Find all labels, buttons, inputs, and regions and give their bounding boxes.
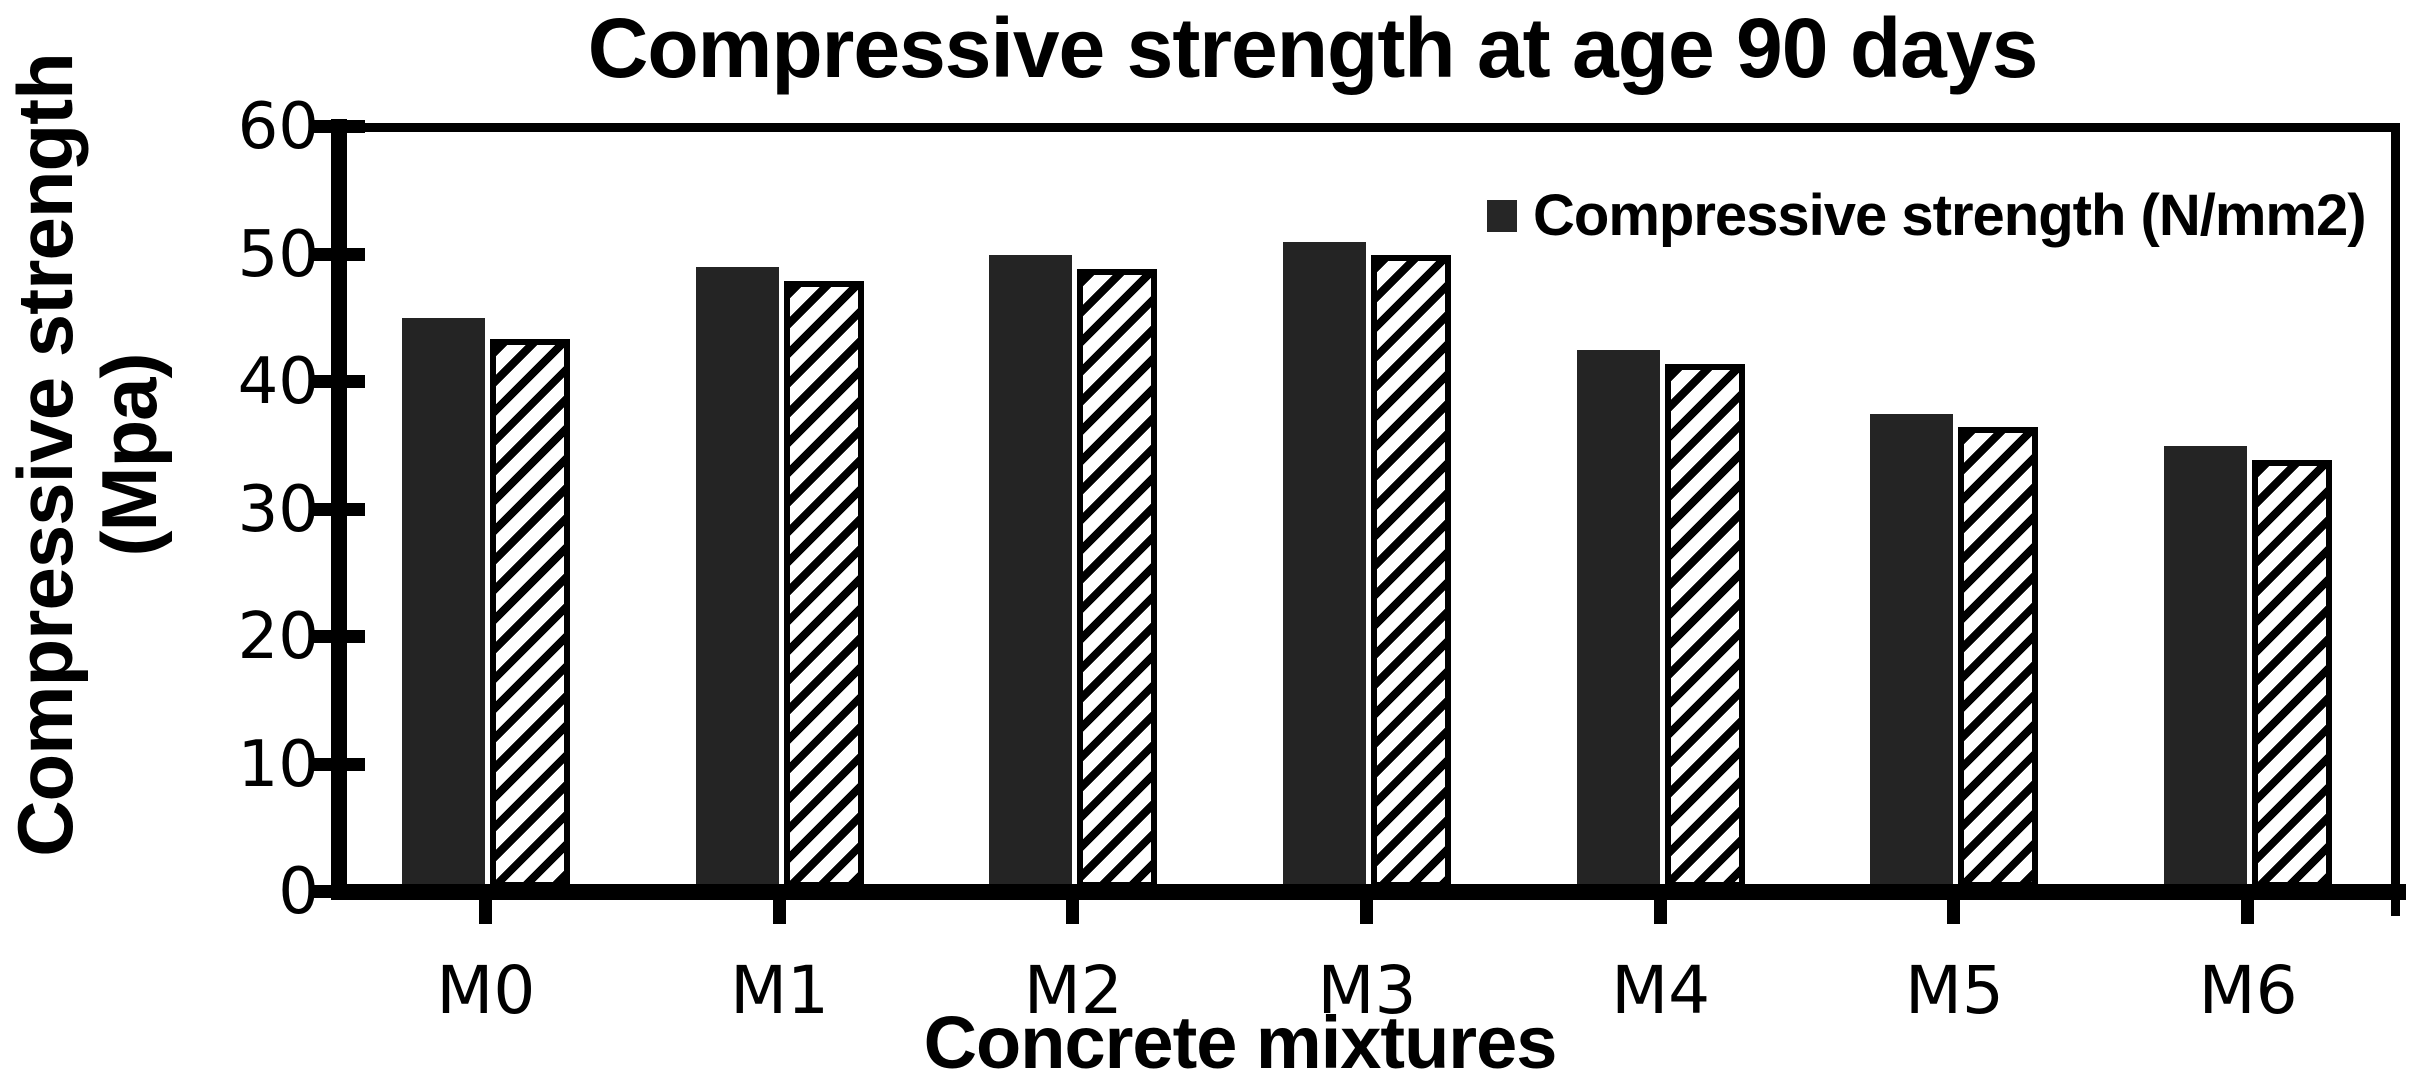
y-tick-label-20: 20 bbox=[237, 600, 319, 674]
bar-m2-hatched bbox=[1077, 268, 1158, 888]
x-axis-line bbox=[331, 884, 2406, 900]
bar-m1-solid bbox=[695, 267, 779, 889]
y-tick-label-60: 60 bbox=[237, 90, 319, 164]
bar-m4-solid bbox=[1576, 350, 1660, 888]
y-tick-label-0: 0 bbox=[278, 855, 319, 929]
bar-m6-solid bbox=[2164, 445, 2248, 889]
x-tick-label-m0: M0 bbox=[436, 952, 536, 1029]
bar-m3-solid bbox=[1283, 241, 1366, 889]
bar-m4-hatched bbox=[1664, 364, 1745, 888]
bar-m1-hatched bbox=[783, 281, 864, 888]
x-tick-label-m1: M1 bbox=[730, 952, 830, 1029]
y-tick-label-10: 10 bbox=[237, 727, 319, 802]
legend-marker-swatch bbox=[1487, 199, 1517, 232]
bar-m5-hatched bbox=[1958, 426, 2039, 888]
x-tick-label-m5: M5 bbox=[1904, 952, 2004, 1029]
chart-title: Compressive strength at age 90 days bbox=[587, 1, 2039, 95]
y-tick-label-30: 30 bbox=[237, 472, 319, 547]
bar-m0-solid bbox=[401, 318, 485, 889]
x-tick-label-m3: M3 bbox=[1317, 952, 1417, 1029]
bar-m3-hatched bbox=[1371, 254, 1451, 888]
plot-top-border bbox=[339, 122, 2400, 132]
x-tick-label-m6: M6 bbox=[2198, 952, 2298, 1029]
plot-right-border bbox=[2390, 122, 2400, 916]
x-tick-label-m4: M4 bbox=[1611, 952, 1711, 1029]
bar-m5-solid bbox=[1870, 413, 1954, 888]
legend: Compressive strength (N/mm2) bbox=[1487, 182, 2367, 249]
y-tick-label-40: 40 bbox=[237, 345, 319, 419]
bar-m2-solid bbox=[989, 254, 1073, 888]
legend-entry-label: Compressive strength (N/mm2) bbox=[1533, 183, 2367, 248]
bar-m6-hatched bbox=[2252, 459, 2333, 888]
bar-m0-hatched bbox=[489, 338, 570, 888]
y-tick-label-50: 50 bbox=[237, 217, 319, 292]
y-axis-line bbox=[331, 119, 347, 900]
x-axis-label: Concrete mixtures bbox=[923, 1001, 1558, 1084]
x-tick-label-m2: M2 bbox=[1023, 952, 1123, 1029]
